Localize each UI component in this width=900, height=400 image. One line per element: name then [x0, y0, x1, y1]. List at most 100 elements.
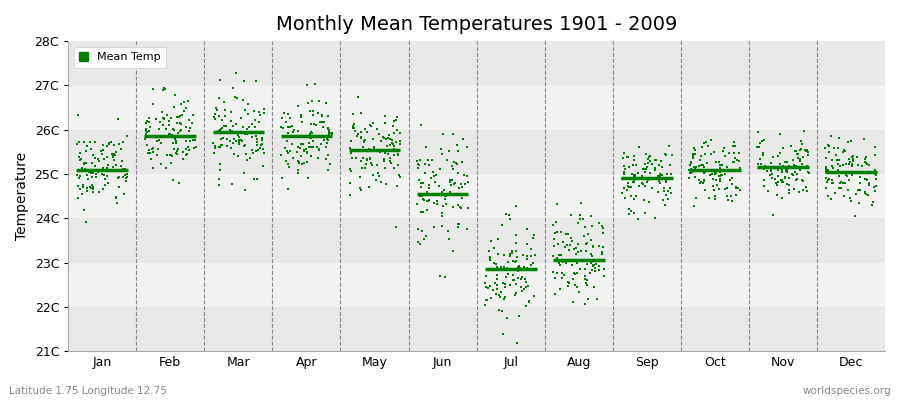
Point [421, 182, 436, 188]
Point [773, 150, 788, 156]
Point [297, 147, 311, 154]
Point [506, 258, 520, 265]
Point [240, 111, 255, 117]
Point [167, 92, 182, 98]
Point [188, 136, 202, 143]
Point [636, 197, 651, 203]
Point [854, 163, 868, 169]
Point [457, 172, 472, 178]
Point [430, 198, 445, 204]
Point [515, 288, 529, 294]
Point [376, 156, 391, 162]
Point [382, 150, 396, 157]
Point [143, 124, 157, 131]
Point [860, 170, 874, 176]
Point [662, 143, 677, 150]
Point [782, 175, 796, 181]
Point [79, 188, 94, 194]
Point [460, 144, 474, 151]
Point [254, 129, 268, 135]
Point [698, 151, 712, 158]
Point [794, 146, 808, 152]
Point [439, 193, 454, 199]
Point [345, 155, 359, 161]
Point [578, 266, 592, 272]
Point [275, 114, 290, 121]
Point [509, 254, 524, 260]
Point [713, 169, 727, 175]
Point [415, 228, 429, 234]
Point [108, 152, 122, 158]
Point [699, 168, 714, 174]
Point [184, 138, 198, 144]
Point [626, 153, 641, 159]
Point [682, 170, 697, 176]
Point [392, 174, 407, 181]
Point [109, 195, 123, 202]
Point [351, 94, 365, 101]
Point [702, 194, 716, 201]
Point [490, 272, 504, 278]
Point [93, 167, 107, 173]
Point [615, 176, 629, 183]
Point [635, 180, 650, 187]
Point [832, 173, 846, 179]
Point [487, 260, 501, 266]
Point [683, 162, 698, 168]
Point [435, 223, 449, 229]
Point [435, 210, 449, 216]
Point [276, 125, 291, 131]
Point [452, 184, 466, 191]
Point [713, 166, 727, 172]
Point [230, 132, 245, 138]
Point [248, 116, 262, 123]
Point [387, 117, 401, 124]
Point [387, 142, 401, 149]
Point [146, 145, 160, 151]
Point [765, 212, 779, 218]
Point [371, 170, 385, 176]
Point [495, 222, 509, 228]
Point [291, 128, 305, 134]
Point [763, 172, 778, 178]
Point [414, 184, 428, 190]
Point [760, 164, 775, 170]
Point [169, 138, 184, 144]
Point [546, 222, 561, 228]
Point [252, 109, 266, 115]
Point [166, 127, 181, 133]
Point [170, 130, 184, 136]
Point [390, 113, 404, 120]
Point [428, 173, 442, 180]
Point [303, 108, 318, 114]
Point [497, 296, 511, 302]
Point [498, 284, 512, 290]
Point [291, 103, 305, 110]
Point [868, 144, 882, 150]
Point [237, 78, 251, 85]
Point [565, 298, 580, 305]
Point [421, 197, 436, 203]
Point [436, 212, 450, 219]
Point [654, 164, 669, 170]
Point [166, 132, 180, 138]
Point [801, 169, 815, 175]
Point [841, 139, 855, 146]
Point [356, 155, 370, 161]
Point [832, 157, 846, 164]
Point [283, 148, 297, 154]
Point [802, 170, 816, 176]
Point [718, 171, 733, 177]
Point [286, 127, 301, 133]
Point [768, 164, 782, 170]
Point [377, 150, 392, 156]
Point [637, 160, 652, 167]
Point [784, 143, 798, 149]
Point [186, 112, 201, 118]
Point [109, 149, 123, 155]
Point [830, 157, 844, 164]
Point [773, 161, 788, 167]
Point [166, 134, 180, 140]
Point [140, 134, 154, 140]
Point [446, 204, 460, 210]
